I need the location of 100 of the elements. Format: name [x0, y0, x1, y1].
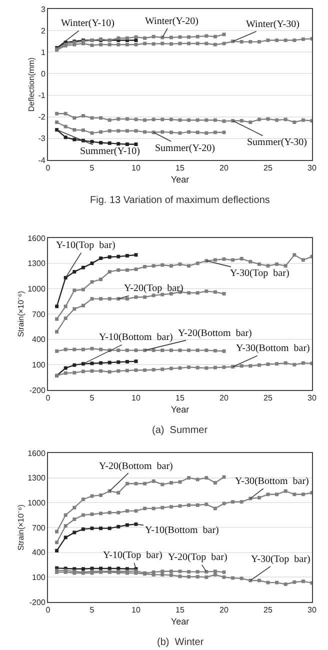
point — [125, 36, 129, 40]
y-tick-label: 1 — [40, 48, 46, 57]
point — [284, 264, 288, 268]
x-axis-title: Year — [170, 174, 190, 184]
point — [222, 475, 226, 479]
point — [178, 131, 182, 135]
point — [213, 481, 217, 485]
point — [284, 582, 288, 586]
point — [72, 288, 76, 292]
point — [292, 38, 296, 42]
point — [169, 118, 173, 122]
x-tick-label: 10 — [132, 164, 141, 173]
y-tick-label: 100 — [32, 572, 46, 582]
point — [81, 513, 85, 517]
point — [125, 129, 129, 133]
point — [90, 131, 94, 135]
point — [178, 366, 182, 370]
point — [292, 362, 296, 366]
point — [160, 42, 164, 46]
point — [72, 517, 76, 521]
text: (a) Summer — [152, 425, 208, 436]
x-tick-label: 25 — [264, 164, 273, 173]
point — [284, 361, 288, 365]
x-axis-title: Year — [170, 404, 190, 414]
y-axis-title: Strain(×10⁻⁶) — [16, 290, 26, 338]
caption: Fig. 13 Variation of maximum deflections — [90, 195, 270, 206]
series-label: Y-10(Top bar) — [56, 240, 116, 251]
point — [90, 369, 94, 373]
series-label: Summer(Y-10) — [80, 146, 140, 157]
point — [213, 572, 217, 576]
point — [292, 120, 296, 124]
point — [196, 570, 200, 574]
point — [248, 260, 252, 264]
point — [55, 120, 59, 124]
point — [108, 370, 112, 374]
x-tick-label: 5 — [90, 606, 95, 615]
point — [134, 142, 138, 146]
point — [222, 130, 226, 134]
y-tick-label: 400 — [32, 548, 46, 558]
point — [81, 128, 85, 132]
point — [187, 264, 191, 268]
point — [134, 129, 138, 133]
point — [99, 493, 103, 497]
point — [55, 530, 59, 534]
series-label: Y-10(Bottom bar) — [145, 525, 219, 536]
point — [178, 574, 182, 578]
point — [99, 526, 103, 530]
point — [125, 509, 129, 513]
point — [143, 368, 147, 372]
point — [178, 42, 182, 46]
point — [204, 118, 208, 122]
point — [178, 35, 182, 39]
point — [169, 264, 173, 268]
point — [213, 506, 217, 510]
point — [169, 130, 173, 134]
point — [81, 114, 85, 118]
point — [116, 36, 120, 40]
y-axis-title: Deflection(mm) — [26, 57, 36, 112]
point — [125, 268, 129, 272]
point — [275, 118, 279, 122]
point — [160, 348, 164, 352]
point — [222, 119, 226, 123]
point — [152, 572, 156, 576]
point — [90, 297, 94, 301]
x-tick-label: 15 — [176, 164, 185, 173]
point — [99, 512, 103, 516]
point — [64, 124, 68, 128]
series-label: Winter(Y-20) — [145, 16, 198, 27]
point — [178, 262, 182, 266]
x-tick-label: 20 — [220, 394, 229, 403]
point — [222, 365, 226, 369]
point — [99, 256, 103, 260]
point — [301, 492, 305, 496]
point — [275, 38, 279, 42]
point — [187, 503, 191, 507]
point — [178, 348, 182, 352]
y-tick-label: 1000 — [28, 498, 46, 508]
point — [81, 304, 85, 308]
point — [99, 278, 103, 282]
point — [178, 504, 182, 508]
point — [55, 349, 59, 353]
point — [169, 573, 173, 577]
point — [72, 270, 76, 274]
point — [64, 536, 68, 540]
point — [72, 138, 76, 142]
point — [187, 130, 191, 134]
point — [169, 505, 173, 509]
point — [81, 266, 85, 270]
point — [64, 304, 68, 308]
point — [213, 348, 217, 352]
point — [196, 291, 200, 295]
point — [301, 258, 305, 262]
point — [301, 361, 305, 365]
point — [240, 256, 244, 260]
point — [240, 118, 244, 122]
point — [169, 42, 173, 46]
point — [152, 368, 156, 372]
point — [187, 118, 191, 122]
point — [72, 506, 76, 510]
point — [301, 118, 305, 122]
